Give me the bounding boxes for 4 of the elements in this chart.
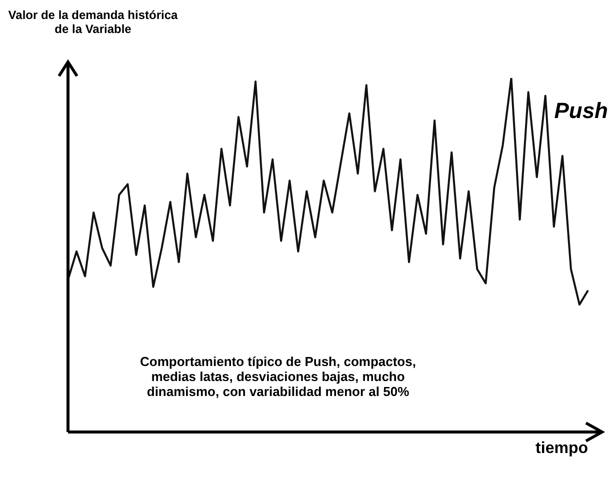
y-axis-title: Valor de la demanda histórica de la Variable bbox=[8, 8, 178, 36]
text: Push bbox=[554, 98, 608, 124]
annotation: Comportamiento típico de Push, compactos, medias latas, desviaciones bajas, mucho dinamismo, con variabilidad menor al 50% bbox=[139, 354, 417, 399]
x-axis-title: tiempo bbox=[536, 440, 588, 458]
